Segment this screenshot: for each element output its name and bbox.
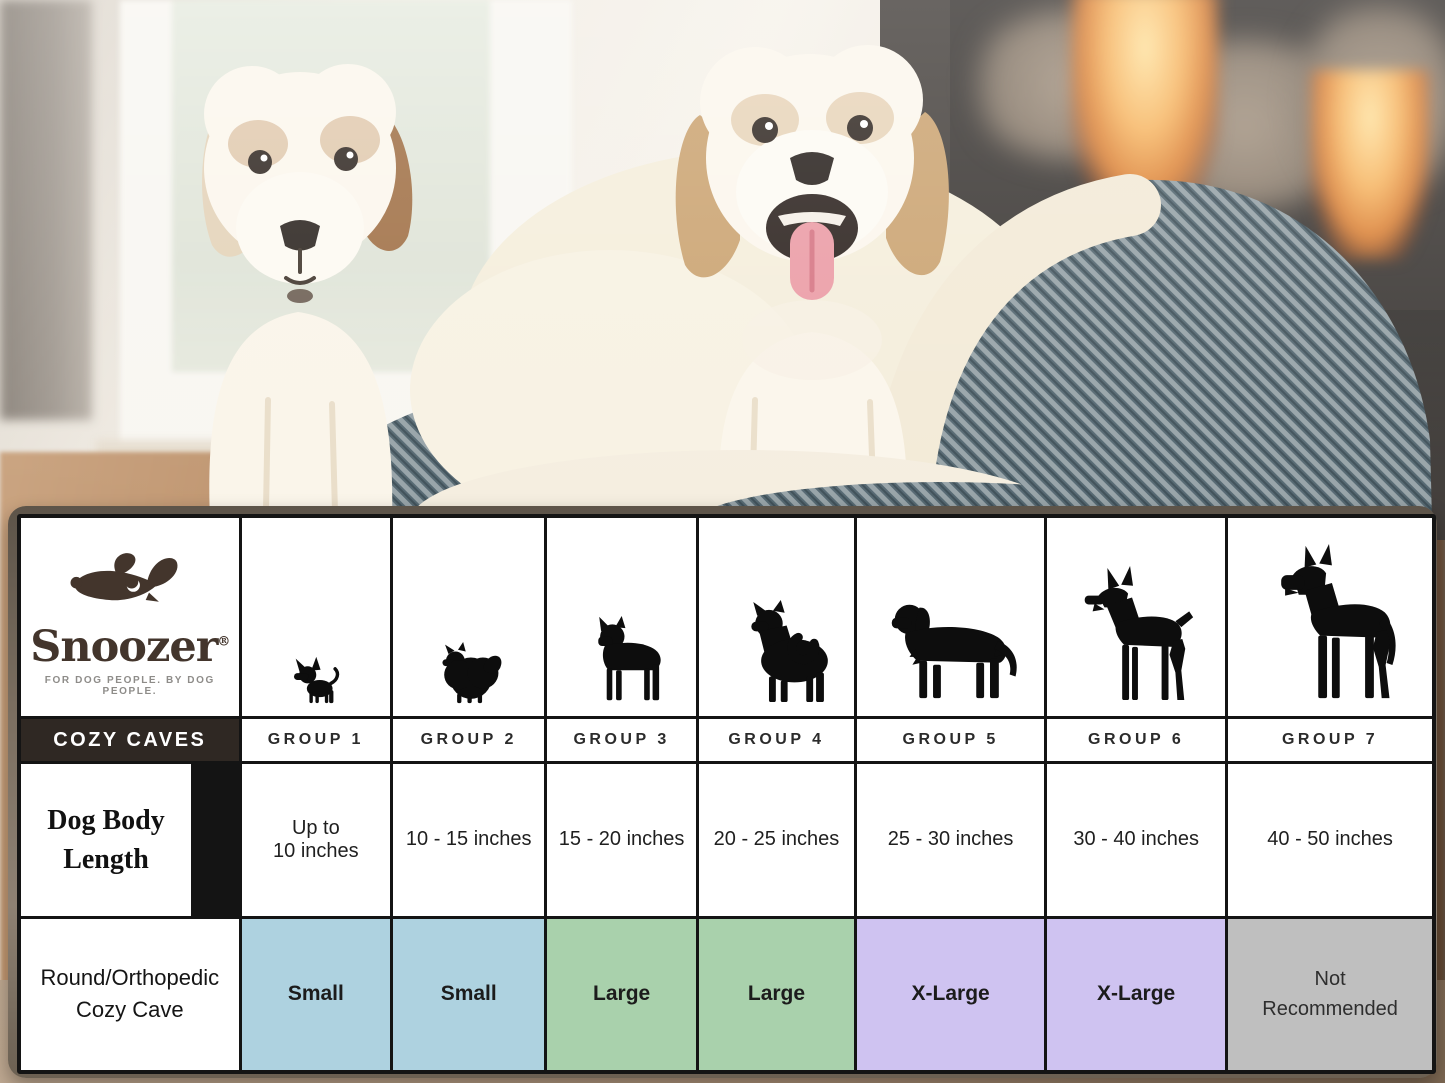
group-6-body-length: 30 - 40 inches: [1047, 764, 1226, 916]
chihuahua-silhouette-icon: [294, 656, 340, 704]
group-1-size: Small: [241, 918, 391, 1070]
group-7-size: Not Recommended: [1228, 918, 1432, 1070]
group-1-body-length: Up to 10 inches: [241, 764, 391, 916]
brand-name: Snoozer®: [30, 621, 230, 672]
group-6-label: GROUP 6: [1047, 719, 1226, 761]
boston-terrier-silhouette-icon: [598, 616, 661, 701]
two-dogs-in-cozy-cave-bed-photo: [202, 45, 1432, 520]
group-4-label: GROUP 4: [698, 719, 855, 761]
group-3-icon-cell: [547, 518, 696, 716]
group-1-icon-cell: [241, 518, 391, 716]
group-7-icon-cell: [1228, 518, 1432, 716]
right-dog: [675, 45, 949, 520]
group-6-size: X-Large: [1047, 918, 1226, 1070]
brand-tagline: FOR DOG PEOPLE. BY DOG PEOPLE.: [44, 674, 215, 697]
left-dog: [202, 64, 413, 520]
brand-logo-cell: Snoozer® FOR DOG PEOPLE. BY DOG PEOPLE.: [21, 518, 239, 716]
background-pillar: [0, 0, 92, 420]
golden-retriever-silhouette-icon: [891, 604, 1017, 699]
group-7-label: GROUP 7: [1228, 719, 1432, 761]
group-3-body-length: 15 - 20 inches: [547, 764, 696, 916]
dog-body-length-header: Dog Body Length: [21, 764, 191, 916]
great-dane-silhouette-icon: [1281, 543, 1396, 699]
shiba-inu-silhouette-icon: [750, 600, 828, 703]
sizing-chart-card: Snoozer® FOR DOG PEOPLE. BY DOG PEOPLE.: [8, 506, 1437, 1078]
group-5-icon-cell: [857, 518, 1045, 716]
group-3-size: Large: [547, 918, 696, 1070]
group-2-size: Small: [393, 918, 545, 1070]
hood-sherpa-rim: [869, 174, 1161, 520]
group-3-label: GROUP 3: [547, 719, 696, 761]
group-4-body-length: 20 - 25 inches: [698, 764, 855, 916]
product-row-header: Round/Orthopedic Cozy Cave: [21, 918, 239, 1070]
group-4-icon-cell: [698, 518, 855, 716]
group-1-label: GROUP 1: [241, 719, 391, 761]
flame: [1310, 70, 1430, 260]
group-2-label: GROUP 2: [393, 719, 545, 761]
sizing-table: Snoozer® FOR DOG PEOPLE. BY DOG PEOPLE.: [17, 514, 1436, 1074]
group-7-body-length: 40 - 50 inches: [1228, 764, 1432, 916]
group-5-label: GROUP 5: [857, 719, 1045, 761]
group-2-body-length: 10 - 15 inches: [393, 764, 545, 916]
cozy-caves-header: COZY CAVES: [21, 719, 239, 761]
snoozer-dog-logo-icon: [70, 552, 178, 602]
doberman-silhouette-icon: [1084, 566, 1194, 701]
group-2-icon-cell: [393, 518, 545, 716]
group-5-body-length: 25 - 30 inches: [857, 764, 1045, 916]
group-5-size: X-Large: [857, 918, 1045, 1070]
group-4-size: Large: [698, 918, 855, 1070]
pomeranian-silhouette-icon: [442, 642, 501, 704]
registered-mark: ®: [217, 634, 230, 650]
group-6-icon-cell: [1047, 518, 1226, 716]
